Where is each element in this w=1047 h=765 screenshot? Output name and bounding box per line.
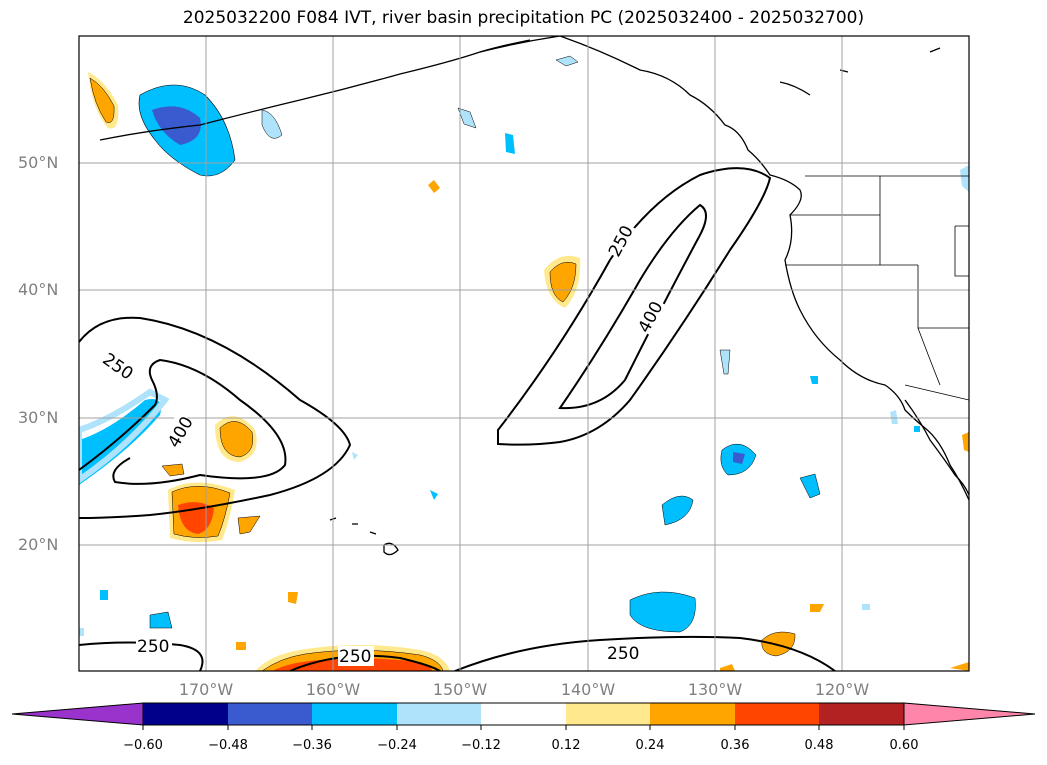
border-ca-nv-diag bbox=[917, 327, 941, 386]
precip-speck bbox=[810, 604, 824, 612]
contour-label: 250 bbox=[137, 637, 169, 657]
precip-speck bbox=[962, 432, 969, 452]
coastline-alaska bbox=[559, 36, 969, 501]
colorbar-tick-label: 0.36 bbox=[720, 738, 750, 753]
colorbar-tick-label: −0.60 bbox=[123, 738, 163, 753]
ivt-contours bbox=[79, 167, 836, 671]
precip-band-weak-negative bbox=[79, 388, 170, 484]
precip-blob-strong-negative bbox=[733, 452, 745, 464]
precip-speck bbox=[288, 592, 298, 604]
precip-speck bbox=[79, 628, 84, 636]
colorbar-frame bbox=[142, 702, 905, 726]
lat-label: 20°N bbox=[18, 535, 59, 554]
precip-blob-weak-negative bbox=[261, 109, 283, 139]
ivt-contour-250 bbox=[454, 635, 836, 671]
colorbar-segment bbox=[143, 703, 228, 725]
ivt-contour-400 bbox=[558, 203, 707, 410]
precip-speck bbox=[862, 604, 870, 610]
colorbar-tick-label: −0.12 bbox=[461, 738, 501, 753]
colorbar-segment bbox=[312, 703, 397, 725]
ivt-contour-250 bbox=[289, 654, 441, 671]
coastline-alaska-south bbox=[479, 39, 531, 53]
colorbar-tick-label: 0.48 bbox=[804, 738, 834, 753]
colorbar-segment bbox=[566, 703, 650, 725]
colorbar-extend-high bbox=[903, 702, 1036, 726]
colorbar-segment bbox=[481, 703, 566, 725]
precip-speck bbox=[719, 349, 731, 375]
lat-label: 40°N bbox=[18, 280, 59, 299]
lon-label: 170°W bbox=[178, 680, 234, 699]
precip-speck bbox=[505, 133, 515, 154]
colorbar-segment bbox=[397, 703, 481, 725]
contour-label: 250 bbox=[339, 647, 371, 667]
precip-speck bbox=[890, 410, 898, 424]
precip-speck bbox=[428, 180, 440, 193]
precip-blob-negative bbox=[629, 591, 696, 633]
coastline-hawaii bbox=[329, 517, 399, 556]
precip-speck bbox=[430, 490, 438, 500]
colorbar-segment bbox=[650, 703, 735, 725]
contour-label: 250 bbox=[607, 644, 639, 664]
ivt-contour-250 bbox=[79, 641, 204, 671]
precip-speck bbox=[720, 664, 735, 671]
precip-speck bbox=[161, 463, 185, 477]
lat-label: 50°N bbox=[18, 153, 59, 172]
map-title: 2025032200 F084 IVT, river basin precipi… bbox=[182, 8, 865, 28]
border-ca-nv bbox=[917, 265, 969, 329]
contour-label: 250 bbox=[99, 349, 137, 384]
colorbar-segment bbox=[228, 703, 312, 725]
precip-blob-positive bbox=[761, 631, 796, 657]
colorbar-tick-label: −0.24 bbox=[377, 738, 417, 753]
colorbar-tick-label: −0.48 bbox=[208, 738, 248, 753]
ivt-contour-400 bbox=[79, 358, 287, 485]
colorbar-segment bbox=[735, 703, 819, 725]
lon-label: 140°W bbox=[560, 680, 616, 699]
precip-speck bbox=[914, 426, 920, 432]
precip-speck bbox=[960, 165, 969, 192]
precip-blob-positive-core bbox=[89, 77, 115, 123]
colorbar bbox=[11, 702, 1036, 730]
colorbar-segment bbox=[819, 703, 904, 725]
lon-label: 150°W bbox=[432, 680, 488, 699]
precip-speck bbox=[237, 515, 261, 535]
precip-blob-negative bbox=[661, 495, 694, 526]
ivt-contour-250 bbox=[497, 167, 772, 446]
colorbar-tick-label: 0.24 bbox=[635, 738, 665, 753]
precip-speck bbox=[950, 662, 969, 671]
coastline-island bbox=[779, 47, 941, 96]
precip-speck bbox=[100, 590, 108, 600]
border-mexico bbox=[904, 384, 969, 401]
precip-speck bbox=[555, 55, 579, 67]
ivt-contour-250 bbox=[79, 316, 352, 519]
lat-label: 30°N bbox=[18, 408, 59, 427]
colorbar-extend-low bbox=[11, 702, 144, 726]
precip-speck bbox=[149, 611, 173, 629]
map-frame bbox=[78, 35, 970, 672]
border-az bbox=[954, 225, 969, 277]
coastline-baja bbox=[904, 399, 969, 496]
colorbar-tick-label: 0.12 bbox=[551, 738, 581, 753]
coastlines bbox=[99, 36, 969, 556]
precip-speck bbox=[236, 642, 246, 650]
lon-label: 130°W bbox=[687, 680, 743, 699]
precip-blob-negative bbox=[799, 473, 821, 499]
precip-blob-positive-core bbox=[549, 262, 577, 303]
lon-label: 120°W bbox=[814, 680, 870, 699]
precip-blob-strong-negative bbox=[152, 106, 201, 145]
map-plot-area: 250 400 250 400 250 250 250 bbox=[79, 36, 969, 671]
precip-blob-positive-core bbox=[219, 421, 253, 458]
precip-speck bbox=[352, 452, 358, 460]
precip-shading bbox=[79, 55, 969, 671]
graticule bbox=[79, 36, 969, 671]
precip-speck bbox=[810, 376, 818, 384]
colorbar-tick-label: 0.60 bbox=[889, 738, 919, 753]
lon-label: 160°W bbox=[305, 680, 361, 699]
colorbar-tick-label: −0.36 bbox=[292, 738, 332, 753]
precip-speck bbox=[457, 107, 477, 129]
state-borders bbox=[785, 175, 969, 401]
